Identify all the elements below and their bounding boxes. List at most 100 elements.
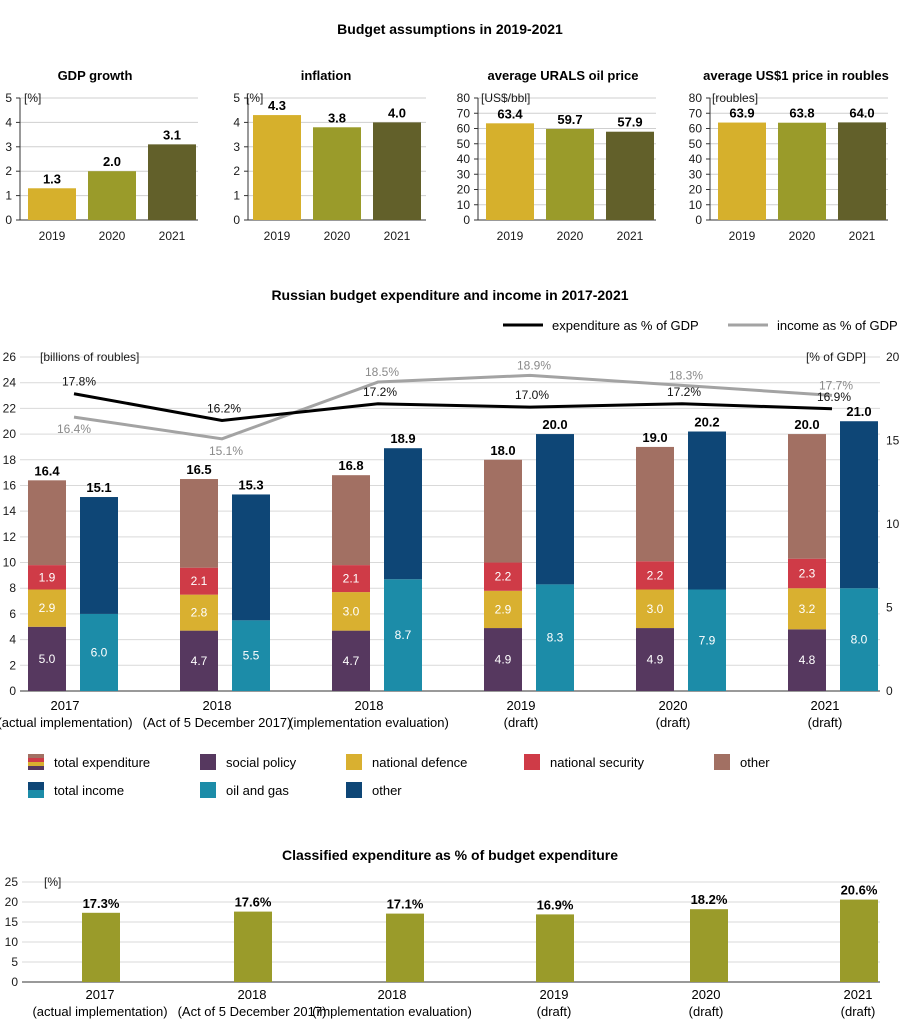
- bar-other-expenditure: [28, 480, 66, 566]
- usd-bar: [838, 122, 886, 220]
- bar-social-policy-label: 4.8: [799, 653, 816, 667]
- bar-national-security: [28, 565, 66, 590]
- urals-x-tick: 2020: [557, 229, 584, 243]
- gdp-bar-value: 3.1: [163, 127, 181, 142]
- budget-x-year: 2017: [51, 698, 80, 713]
- legend-swatch-total-income: [28, 782, 44, 790]
- budget-x-year: 2018: [203, 698, 232, 713]
- income-total-label: 21.0: [846, 404, 871, 419]
- expenditure-total-label: 16.4: [34, 463, 60, 478]
- bar-other-income: [840, 421, 878, 589]
- bar-social-policy-label: 5.0: [39, 652, 56, 666]
- budget-left-tick: 6: [9, 607, 16, 621]
- urals-bar-value: 57.9: [617, 115, 642, 130]
- budget-left-tick: 24: [3, 376, 17, 390]
- classified-x-year: 2018: [378, 987, 407, 1002]
- inflation-bar-value: 4.3: [268, 98, 286, 113]
- legend-swatch-national-defence: [346, 754, 362, 770]
- inflation-bar: [313, 127, 361, 220]
- usd-x-tick: 2020: [789, 229, 816, 243]
- bar-national-defence: [180, 594, 218, 631]
- urals-bar: [606, 131, 654, 220]
- bar-oil-and-gas: [840, 588, 878, 691]
- budget-right-tick: 10: [886, 517, 900, 531]
- gdp-y-tick: 3: [5, 140, 12, 154]
- usd-y-tick: 0: [695, 213, 702, 227]
- bar-oil-and-gas-label: 5.5: [243, 649, 260, 663]
- usd-y-tick: 50: [689, 137, 703, 151]
- budget-left-tick: 18: [3, 453, 17, 467]
- urals-x-tick: 2019: [497, 229, 524, 243]
- urals-y-tick: 50: [457, 137, 471, 151]
- urals-x-tick: 2021: [617, 229, 644, 243]
- legend-expenditure-line-label: expenditure as % of GDP: [552, 318, 699, 333]
- classified-y-tick: 5: [11, 955, 18, 969]
- bar-social-policy: [332, 630, 370, 691]
- urals-y-tick: 10: [457, 198, 471, 212]
- bar-national-defence-label: 3.0: [647, 602, 664, 616]
- classified-bar: [690, 909, 728, 982]
- gdp-x-tick: 2019: [39, 229, 66, 243]
- legend-label-oil-and-gas: oil and gas: [226, 783, 289, 798]
- budget-left-tick: 22: [3, 401, 17, 415]
- inflation-bar-value: 4.0: [388, 105, 406, 120]
- gdp-x-tick: 2021: [159, 229, 186, 243]
- bar-oil-and-gas: [232, 620, 270, 691]
- expenditure-gdp-label: 17.2%: [363, 385, 397, 399]
- classified-bar: [536, 914, 574, 982]
- classified-x-year: 2021: [844, 987, 873, 1002]
- classified-y-tick: 0: [11, 975, 18, 989]
- bar-social-policy: [28, 626, 66, 691]
- classified-x-note: (draft): [689, 1004, 724, 1019]
- classified-y-tick: 25: [5, 875, 19, 889]
- budget-x-year: 2020: [659, 698, 688, 713]
- bar-oil-and-gas-label: 6.0: [91, 645, 108, 659]
- bar-social-policy-label: 4.9: [647, 653, 664, 667]
- bar-social-policy-label: 4.7: [191, 654, 208, 668]
- urals-y-tick: 80: [457, 91, 471, 105]
- gdp-bar: [148, 144, 196, 220]
- expenditure-gdp-label: 16.2%: [207, 401, 241, 415]
- bar-social-policy-label: 4.9: [495, 653, 512, 667]
- usd-title: average US$1 price in roubles: [703, 68, 889, 83]
- legend-swatch-total-income: [28, 790, 44, 798]
- usd-bar: [718, 122, 766, 220]
- legend-label-total-income: total income: [54, 783, 124, 798]
- budget-x-year: 2021: [811, 698, 840, 713]
- bar-other-income: [232, 494, 270, 621]
- budget-right-tick: 15: [886, 434, 900, 448]
- budget-left-unit: [billions of roubles]: [40, 350, 139, 364]
- bar-national-defence-label: 2.9: [495, 602, 512, 616]
- legend-swatch-other-expenditure: [714, 754, 730, 770]
- classified-bar-value: 16.9%: [537, 897, 574, 912]
- bar-social-policy: [180, 630, 218, 691]
- classified-bar: [840, 899, 878, 982]
- urals-unit: [US$/bbl]: [481, 91, 530, 105]
- bar-other-expenditure: [332, 475, 370, 566]
- expenditure-gdp-line: [73, 392, 833, 422]
- inflation-bar: [253, 115, 301, 220]
- usd-bar-value: 64.0: [849, 105, 874, 120]
- legend-label-total-expenditure: total expenditure: [54, 755, 150, 770]
- inflation-bar-value: 3.8: [328, 110, 346, 125]
- inflation-unit: [%]: [246, 91, 263, 105]
- bar-national-defence: [332, 592, 370, 631]
- bar-social-policy: [484, 628, 522, 691]
- expenditure-total-label: 19.0: [642, 430, 667, 445]
- classified-x-note: (draft): [537, 1004, 572, 1019]
- urals-y-tick: 40: [457, 152, 471, 166]
- bar-national-security-label: 2.1: [191, 574, 208, 588]
- inflation-x-tick: 2021: [384, 229, 411, 243]
- usd-y-tick: 40: [689, 152, 703, 166]
- bar-oil-and-gas: [536, 584, 574, 691]
- bar-other-expenditure: [180, 479, 218, 568]
- gdp-y-tick: 5: [5, 91, 12, 105]
- income-gdp-label: 18.9%: [517, 358, 551, 372]
- bar-national-defence-label: 3.2: [799, 602, 816, 616]
- inflation-title: inflation: [301, 68, 352, 83]
- gdp-bar: [28, 188, 76, 220]
- gdp-bar: [88, 171, 136, 220]
- inflation-x-tick: 2020: [324, 229, 351, 243]
- budget-left-tick: 8: [9, 581, 16, 595]
- budget-left-tick: 2: [9, 658, 16, 672]
